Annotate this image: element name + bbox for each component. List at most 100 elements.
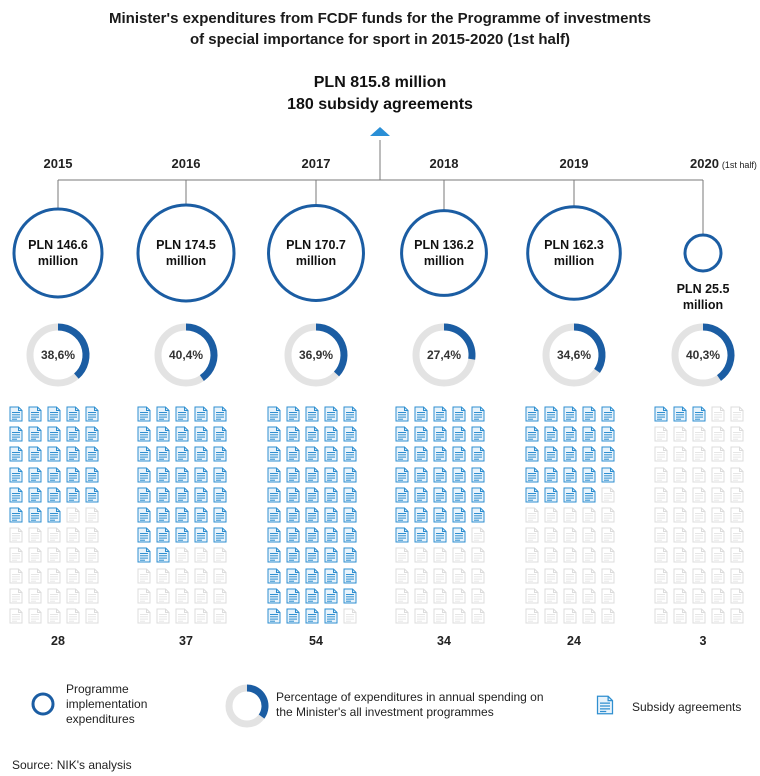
empty-agreement-icon	[395, 547, 409, 563]
subsidy-agreement-icon	[194, 446, 208, 462]
expenditure-label-2015: PLN 146.6 million	[28, 237, 88, 269]
subsidy-agreement-icon	[601, 446, 615, 462]
expenditure-bubble-2016	[136, 203, 236, 303]
empty-agreement-icon	[9, 588, 23, 604]
empty-agreement-icon	[433, 547, 447, 563]
subsidy-agreement-icon	[267, 527, 281, 543]
subsidy-agreement-icon	[47, 507, 61, 523]
empty-agreement-icon	[692, 467, 706, 483]
subsidy-agreement-icon	[305, 446, 319, 462]
empty-agreement-icon	[544, 568, 558, 584]
empty-agreement-icon	[730, 547, 744, 563]
subsidy-agreement-icon	[213, 406, 227, 422]
subsidy-agreement-icon	[267, 507, 281, 523]
subsidy-agreement-icon	[85, 446, 99, 462]
subsidy-agreement-icon	[343, 547, 357, 563]
subsidy-agreement-icon	[85, 467, 99, 483]
empty-agreement-icon	[9, 608, 23, 624]
subsidy-agreement-icon	[544, 467, 558, 483]
empty-agreement-icon	[433, 568, 447, 584]
empty-agreement-icon	[137, 568, 151, 584]
empty-agreement-icon	[414, 568, 428, 584]
empty-agreement-icon	[525, 608, 539, 624]
subsidy-agreement-icon	[66, 406, 80, 422]
subsidy-agreement-icon	[414, 467, 428, 483]
empty-agreement-icon	[194, 608, 208, 624]
expenditure-amount: PLN 162.3	[544, 238, 604, 252]
subsidy-agreement-icon	[395, 507, 409, 523]
empty-agreement-icon	[156, 588, 170, 604]
empty-agreement-icon	[156, 608, 170, 624]
subsidy-agreement-icon	[414, 446, 428, 462]
subsidy-agreement-icon	[433, 446, 447, 462]
year-value: 2015	[43, 156, 73, 171]
empty-agreement-icon	[601, 507, 615, 523]
subsidy-agreement-icon	[395, 406, 409, 422]
empty-agreement-icon	[601, 547, 615, 563]
total-agreements: 180 subsidy agreements	[287, 96, 473, 113]
legend-doc-label: Subsidy agreements	[632, 700, 742, 714]
empty-agreement-icon	[711, 406, 725, 422]
empty-agreement-icon	[692, 446, 706, 462]
expenditure-bubble-2019	[526, 205, 622, 301]
chart-title-line-1: Minister's expenditures from FCDF funds …	[109, 10, 651, 27]
year-label-2019: 2019	[560, 156, 589, 171]
year-value: 2016	[171, 156, 201, 171]
empty-agreement-icon	[582, 568, 596, 584]
subsidy-agreement-icon	[673, 406, 687, 422]
subsidy-agreement-icon	[692, 406, 706, 422]
subsidy-agreement-icon	[395, 467, 409, 483]
expenditure-amount: PLN 170.7	[286, 238, 346, 252]
subsidy-agreement-icon	[267, 487, 281, 503]
subsidy-agreement-icon	[324, 507, 338, 523]
subsidy-agreement-icon	[28, 446, 42, 462]
subsidy-agreement-icon	[525, 406, 539, 422]
subsidy-agreement-icon	[305, 507, 319, 523]
empty-agreement-icon	[28, 588, 42, 604]
subsidy-agreement-icon	[286, 406, 300, 422]
empty-agreement-icon	[692, 608, 706, 624]
subsidy-agreement-icon	[194, 406, 208, 422]
empty-agreement-icon	[711, 507, 725, 523]
empty-agreement-icon	[66, 547, 80, 563]
expenditure-unit: million	[295, 254, 337, 268]
percentage-label-2019: 34,6%	[556, 348, 592, 362]
expenditure-amount: PLN 136.2	[414, 238, 474, 252]
subsidy-agreement-icon	[433, 406, 447, 422]
empty-agreement-icon	[471, 568, 485, 584]
empty-agreement-icon	[654, 568, 668, 584]
subsidy-agreement-icon	[305, 406, 319, 422]
expenditure-bubble-2017	[267, 204, 365, 302]
year-note: (1st half)	[721, 160, 757, 170]
subsidy-agreement-icon	[305, 467, 319, 483]
subsidy-agreement-icon	[267, 446, 281, 462]
subsidy-agreement-icon	[324, 547, 338, 563]
subsidy-agreement-icon	[563, 487, 577, 503]
empty-agreement-icon	[525, 568, 539, 584]
subsidy-agreement-icon	[156, 467, 170, 483]
empty-agreement-icon	[9, 547, 23, 563]
subsidy-agreement-icon	[175, 487, 189, 503]
legend-donut-label-line1: Percentage of expenditures in annual spe…	[276, 690, 544, 704]
subsidy-agreement-icon	[343, 487, 357, 503]
empty-agreement-icon	[471, 547, 485, 563]
empty-agreement-icon	[544, 588, 558, 604]
empty-agreement-icon	[730, 527, 744, 543]
empty-agreement-icon	[673, 608, 687, 624]
subsidy-agreement-icon	[525, 487, 539, 503]
subsidy-agreement-icon	[654, 406, 668, 422]
subsidy-agreement-icon	[267, 568, 281, 584]
subsidy-agreement-icon	[66, 426, 80, 442]
subsidy-agreement-icon	[544, 446, 558, 462]
empty-agreement-icon	[582, 527, 596, 543]
empty-agreement-icon	[194, 568, 208, 584]
percentage-label-2020: 40,3%	[685, 348, 721, 362]
subsidy-agreement-icon	[343, 527, 357, 543]
subsidy-agreement-icon	[47, 426, 61, 442]
empty-agreement-icon	[654, 467, 668, 483]
subsidy-agreement-icon	[286, 426, 300, 442]
empty-agreement-icon	[395, 568, 409, 584]
empty-agreement-icon	[544, 507, 558, 523]
empty-agreement-icon	[711, 446, 725, 462]
subsidy-agreement-icon	[85, 426, 99, 442]
